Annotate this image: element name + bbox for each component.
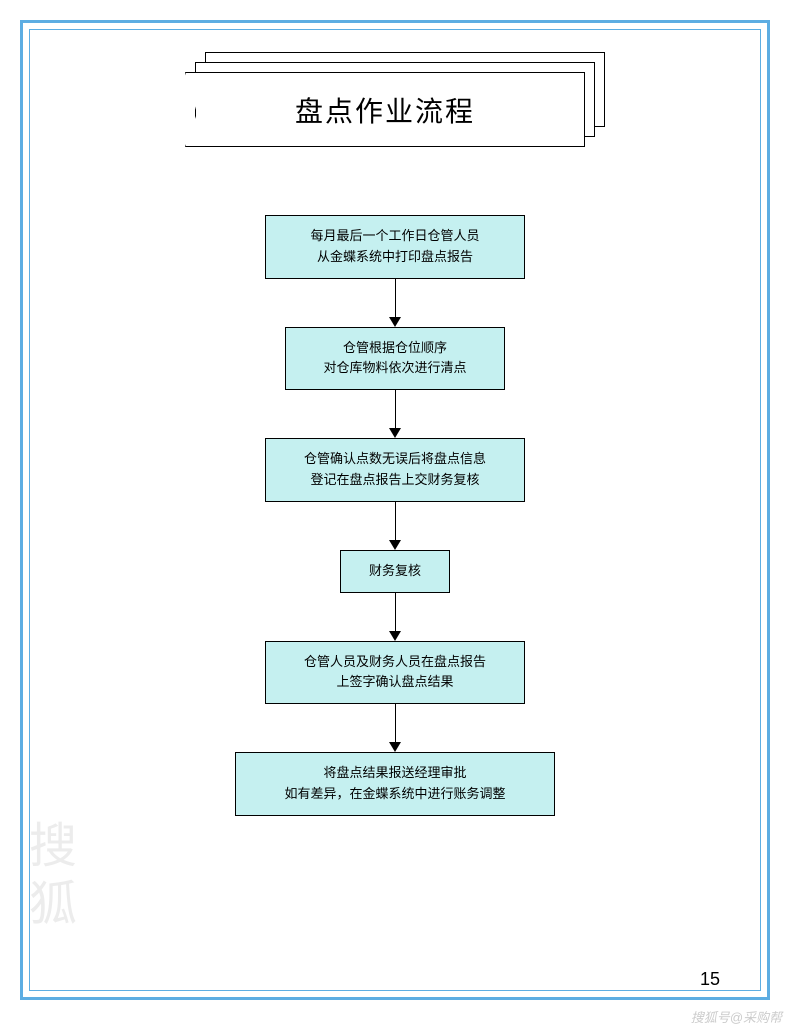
node-line2: 登记在盘点报告上交财务复核 [310, 470, 479, 491]
node-line2: 如有差异，在金蝶系统中进行账务调整 [284, 784, 505, 805]
node-line1: 财务复核 [369, 561, 421, 582]
flow-node-n4: 财务复核 [340, 550, 450, 593]
node-line1: 仓管确认点数无误后将盘点信息 [304, 449, 486, 470]
page-number: 15 [700, 969, 720, 990]
watermark-bottom: 搜狐号@采购帮 [691, 1007, 782, 1026]
title-text: 盘点作业流程 [295, 90, 475, 130]
arrow-head-icon [389, 742, 401, 752]
node-line1: 仓管根据仓位顺序 [343, 338, 447, 359]
arrow-head-icon [389, 428, 401, 438]
flow-node-n5: 仓管人员及财务人员在盘点报告上签字确认盘点结果 [265, 641, 525, 705]
arrow-head-icon [389, 540, 401, 550]
node-line2: 从金蝶系统中打印盘点报告 [317, 247, 473, 268]
flowchart: 每月最后一个工作日仓管人员从金蝶系统中打印盘点报告仓管根据仓位顺序对仓库物料依次… [0, 215, 790, 816]
node-line1: 仓管人员及财务人员在盘点报告 [304, 652, 486, 673]
flow-arrow [389, 279, 401, 327]
arrow-head-icon [389, 317, 401, 327]
node-line2: 对仓库物料依次进行清点 [323, 358, 466, 379]
arrow-line [395, 279, 396, 317]
node-line1: 将盘点结果报送经理审批 [323, 763, 466, 784]
flow-arrow [389, 502, 401, 550]
node-line2: 上签字确认盘点结果 [336, 672, 453, 693]
title-stack: 盘点作业流程 [185, 52, 605, 142]
flow-arrow [389, 704, 401, 752]
flow-arrow [389, 593, 401, 641]
flow-arrow [389, 390, 401, 438]
flow-node-n6: 将盘点结果报送经理审批如有差异，在金蝶系统中进行账务调整 [235, 752, 555, 816]
arrow-line [395, 390, 396, 428]
arrow-line [395, 704, 396, 742]
node-line1: 每月最后一个工作日仓管人员 [310, 226, 479, 247]
flow-node-n1: 每月最后一个工作日仓管人员从金蝶系统中打印盘点报告 [265, 215, 525, 279]
arrow-line [395, 593, 396, 631]
arrow-head-icon [389, 631, 401, 641]
title-card-front: 盘点作业流程 [185, 72, 585, 147]
arrow-line [395, 502, 396, 540]
flow-node-n3: 仓管确认点数无误后将盘点信息登记在盘点报告上交财务复核 [265, 438, 525, 502]
flow-node-n2: 仓管根据仓位顺序对仓库物料依次进行清点 [285, 327, 505, 391]
